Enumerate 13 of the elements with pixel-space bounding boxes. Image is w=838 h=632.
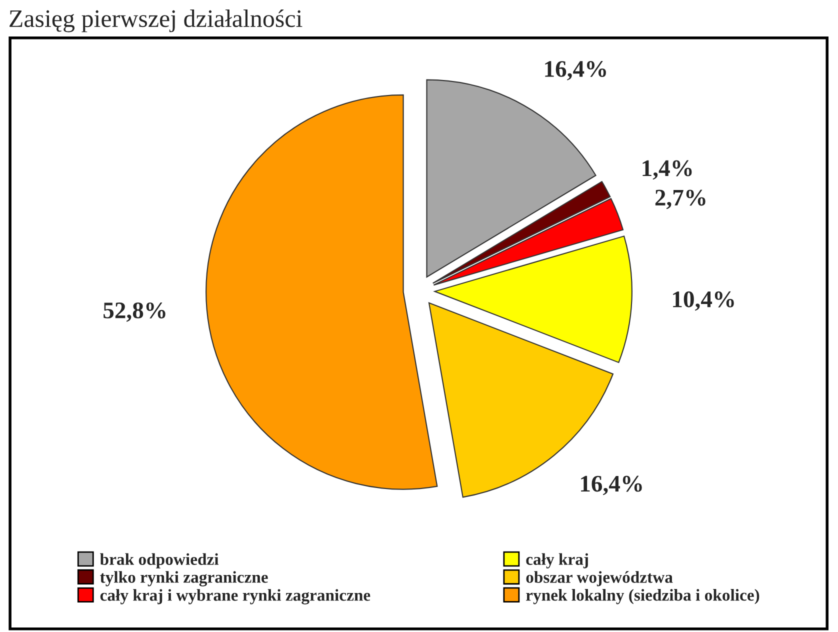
data-label: 10,4% bbox=[673, 291, 734, 311]
legend-label: tylko rynki zagraniczne bbox=[100, 571, 268, 586]
legend-label: cały kraj i wybrane rynki zagraniczne bbox=[100, 589, 370, 604]
chart-title: Zasięg pierwszej działalności bbox=[10, 9, 302, 32]
legend-label: rynek lokalny (siedziba i okolice) bbox=[526, 589, 760, 604]
data-label: 2,7% bbox=[655, 190, 706, 210]
data-label: 1,4% bbox=[642, 160, 692, 180]
legend-label: cały kraj bbox=[526, 553, 588, 568]
data-label: 16,4% bbox=[581, 476, 642, 496]
legend-label: brak odpowiedzi bbox=[100, 553, 219, 568]
legend-label: obszar województwa bbox=[526, 571, 673, 586]
data-label: 52,8% bbox=[104, 302, 166, 322]
data-label: 16,4% bbox=[545, 61, 606, 80]
